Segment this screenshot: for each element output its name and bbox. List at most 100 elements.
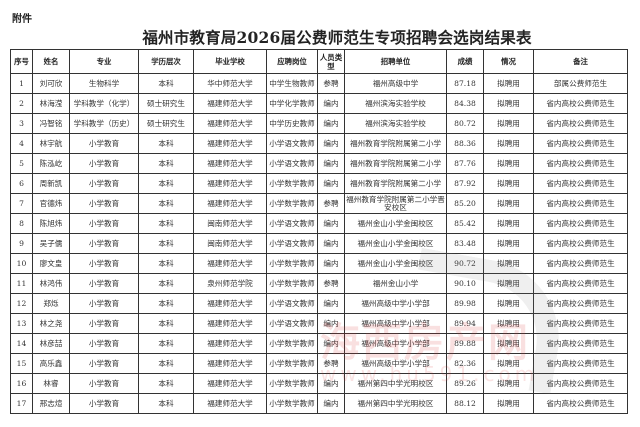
cell-score: 80.72	[446, 113, 484, 134]
cell-major: 小学教育	[69, 273, 139, 294]
cell-position: 中学生物教师	[266, 73, 318, 94]
cell-staff-type: 编内	[317, 233, 345, 254]
cell-employer: 福州高级中学	[344, 73, 447, 94]
column-header: 招聘单位	[344, 49, 447, 74]
cell-employer: 福州高级中学小学部	[344, 353, 447, 374]
table-row: 5 陈泓屹 小学教育 本科 福建师范大学 小学语文教师 编内 福州教育学院附属第二小学 87.7…	[10, 153, 628, 174]
cell-remark: 省内高校公费师范生	[533, 333, 628, 354]
cell-name: 林鸿伟	[32, 273, 70, 294]
cell-status: 拟聘用	[483, 373, 534, 394]
cell-school: 福建师范大学	[193, 133, 267, 154]
column-header: 备注	[533, 49, 628, 74]
cell-staff-type: 参聘	[317, 273, 345, 294]
cell-major: 小学教育	[69, 173, 139, 194]
cell-major: 生物科学	[69, 73, 139, 94]
cell-staff-type: 参聘	[317, 353, 345, 374]
table-row: 3 冯智铭 学科教学（历史） 硕士研究生 福建师范大学 中学历史教师 编内 福州滨海实验学校 8…	[10, 113, 628, 134]
cell-row-number: 11	[10, 273, 33, 294]
table-row: 6 周新凯 小学教育 本科 福建师范大学 小学数学教师 编内 福州教育学院附属第二小学 87.9…	[10, 173, 628, 194]
table-row: 10 廖文皇 小学教育 本科 福建师范大学 小学数学教师 编内 福州金山小学金闽校区 90.72…	[10, 253, 628, 274]
cell-remark: 省内高校公费师范生	[533, 193, 628, 214]
cell-employer: 福州第四中学光明校区	[344, 373, 447, 394]
cell-name: 官德炜	[32, 193, 70, 214]
cell-employer: 福州高级中学小学部	[344, 333, 447, 354]
cell-staff-type: 编内	[317, 93, 345, 114]
cell-employer: 福州教育学院附属第二小学	[344, 133, 447, 154]
page-title: 福州市教育局2026届公费师范生专项招聘会选岗结果表	[142, 28, 532, 47]
cell-major: 小学教育	[69, 193, 139, 214]
column-header: 毕业学校	[193, 49, 267, 74]
cell-score: 83.48	[446, 233, 484, 254]
cell-staff-type: 编内	[317, 313, 345, 334]
cell-staff-type: 编内	[317, 213, 345, 234]
cell-position: 小学数学教师	[266, 193, 318, 214]
cell-name: 吴子儒	[32, 233, 70, 254]
cell-position: 小学语文教师	[266, 133, 318, 154]
cell-degree: 本科	[138, 173, 194, 194]
cell-degree: 本科	[138, 73, 194, 94]
cell-major: 小学教育	[69, 213, 139, 234]
cell-major: 学科教学（化学）	[69, 93, 139, 114]
cell-major: 小学教育	[69, 393, 139, 414]
cell-status: 拟聘用	[483, 193, 534, 214]
cell-employer: 福州金山小学	[344, 273, 447, 294]
cell-school: 福建师范大学	[193, 393, 267, 414]
cell-row-number: 17	[10, 393, 33, 414]
cell-position: 小学语文教师	[266, 233, 318, 254]
cell-degree: 硕士研究生	[138, 93, 194, 114]
cell-status: 拟聘用	[483, 93, 534, 114]
column-header: 学历层次	[138, 49, 194, 74]
cell-score: 89.98	[446, 293, 484, 314]
column-header: 序号	[10, 49, 33, 74]
cell-row-number: 14	[10, 333, 33, 354]
cell-employer: 福州金山小学金闽校区	[344, 253, 447, 274]
cell-name: 周新凯	[32, 173, 70, 194]
table-row: 9 吴子儒 小学教育 本科 闽南师范大学 小学语文教师 编内 福州金山小学金闽校区 83.48 拟…	[10, 233, 628, 254]
cell-score: 82.36	[446, 353, 484, 374]
cell-status: 拟聘用	[483, 273, 534, 294]
cell-staff-type: 参聘	[317, 193, 345, 214]
cell-employer: 福州高级中学小学部	[344, 313, 447, 334]
cell-employer: 福州金山小学金闽校区	[344, 213, 447, 234]
cell-school: 泉州师范学院	[193, 273, 267, 294]
table-row: 2 林海滢 学科教学（化学） 硕士研究生 福建师范大学 中学化学教师 编内 福州滨海实验学校 8…	[10, 93, 628, 114]
cell-employer: 福州滨海实验学校	[344, 93, 447, 114]
cell-degree: 本科	[138, 373, 194, 394]
cell-name: 林彦喆	[32, 333, 70, 354]
cell-row-number: 8	[10, 213, 33, 234]
cell-school: 福建师范大学	[193, 113, 267, 134]
cell-employer: 福州高级中学小学部	[344, 293, 447, 314]
table-row: 12 郑烁 小学教育 本科 福建师范大学 小学语文教师 编内 福州高级中学小学部 89.98 拟聘…	[10, 293, 628, 314]
cell-status: 拟聘用	[483, 293, 534, 314]
cell-row-number: 12	[10, 293, 33, 314]
cell-remark: 省内高校公费师范生	[533, 293, 628, 314]
cell-name: 林宇航	[32, 133, 70, 154]
cell-status: 拟聘用	[483, 253, 534, 274]
cell-row-number: 2	[10, 93, 33, 114]
cell-score: 85.42	[446, 213, 484, 234]
cell-row-number: 9	[10, 233, 33, 254]
cell-remark: 省内高校公费师范生	[533, 353, 628, 374]
cell-remark: 省内高校公费师范生	[533, 273, 628, 294]
table-row: 16 林睿 小学教育 本科 福建师范大学 小学数学教师 编内 福州第四中学光明校区 89.26 拟…	[10, 373, 628, 394]
cell-position: 小学语文教师	[266, 213, 318, 234]
cell-school: 福建师范大学	[193, 153, 267, 174]
cell-remark: 省内高校公费师范生	[533, 153, 628, 174]
cell-status: 拟聘用	[483, 173, 534, 194]
cell-school: 福建师范大学	[193, 253, 267, 274]
cell-major: 小学教育	[69, 133, 139, 154]
table-row: 17 邢志煊 小学教育 本科 福建师范大学 小学数学教师 编内 福州第四中学光明校区 88.12…	[10, 393, 628, 414]
cell-name: 廖文皇	[32, 253, 70, 274]
cell-employer: 福州教育学院附属第二小学	[344, 173, 447, 194]
cell-name: 刘可欣	[32, 73, 70, 94]
cell-name: 郑烁	[32, 293, 70, 314]
cell-degree: 本科	[138, 133, 194, 154]
cell-major: 小学教育	[69, 253, 139, 274]
cell-major: 小学教育	[69, 233, 139, 254]
cell-employer: 福州金山小学金闽校区	[344, 233, 447, 254]
cell-position: 小学语文教师	[266, 313, 318, 334]
cell-remark: 部属公费师范生	[533, 73, 628, 94]
cell-remark: 省内高校公费师范生	[533, 233, 628, 254]
cell-remark: 省内高校公费师范生	[533, 213, 628, 234]
cell-status: 拟聘用	[483, 73, 534, 94]
